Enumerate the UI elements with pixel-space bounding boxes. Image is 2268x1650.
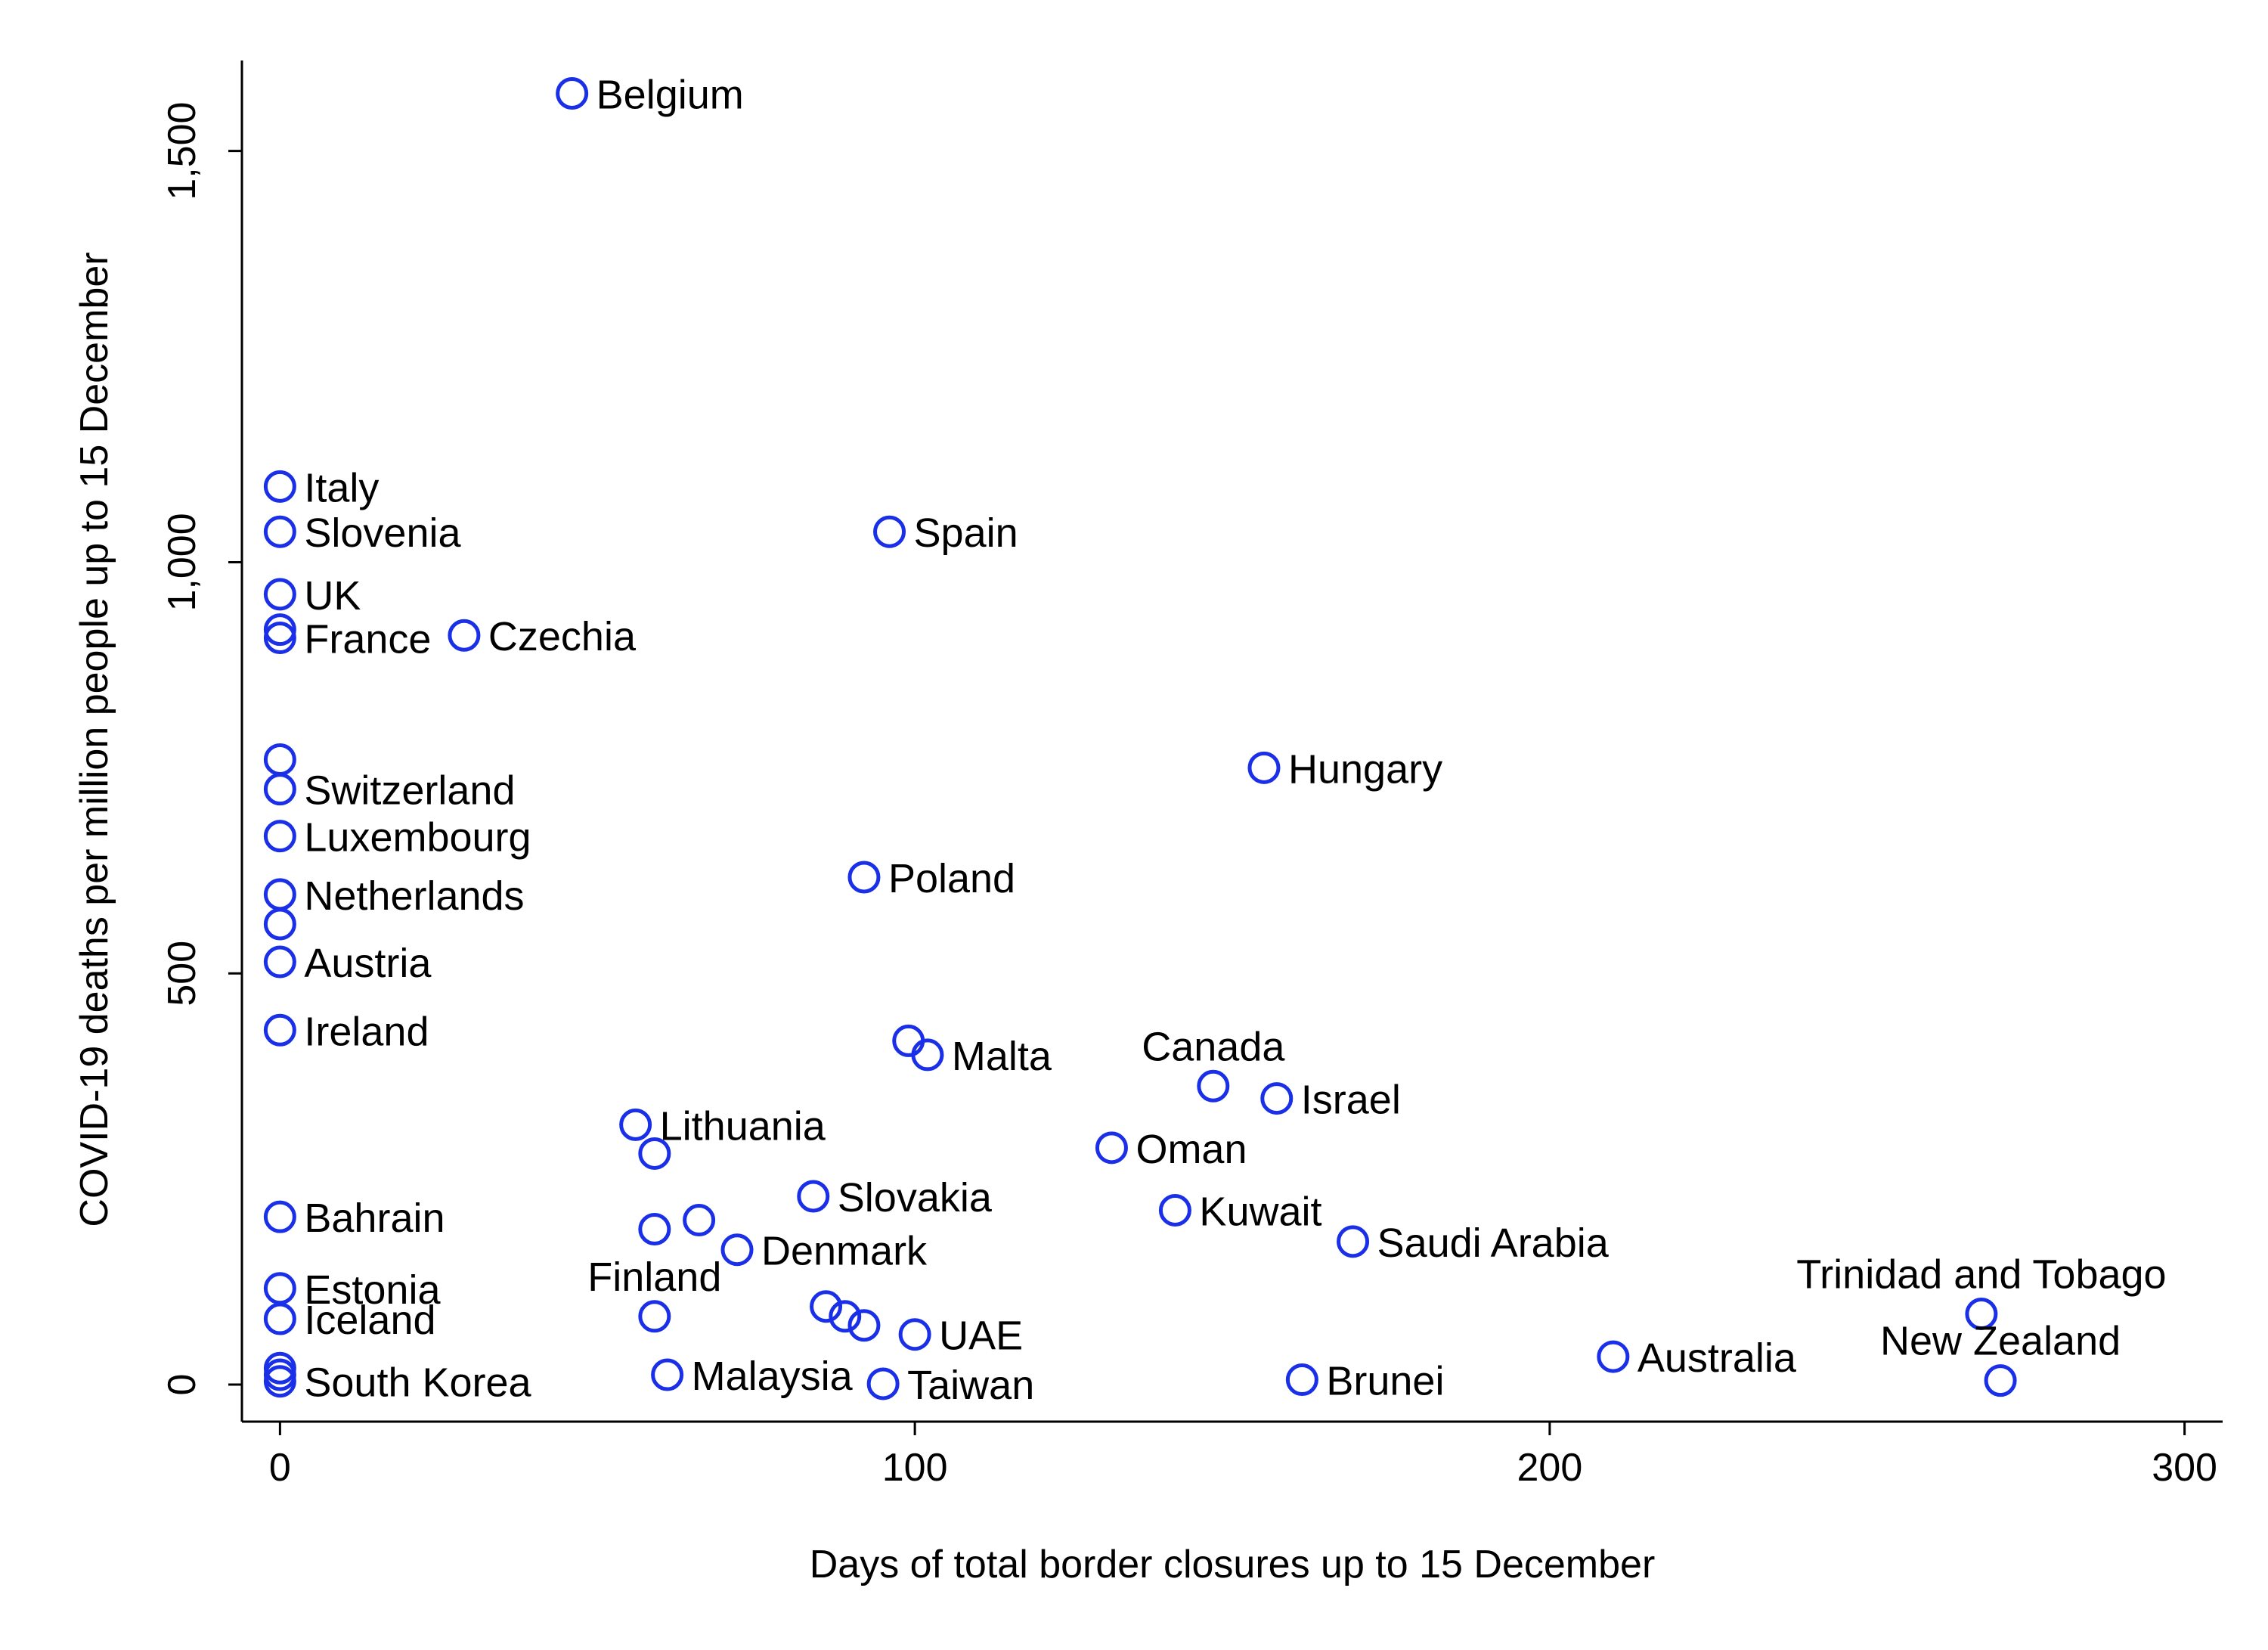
- data-point-label: South Korea: [304, 1360, 531, 1406]
- data-point-label: Spain: [914, 510, 1018, 556]
- data-point-label: Malta: [952, 1034, 1052, 1079]
- x-tick-label: 0: [269, 1446, 291, 1490]
- data-point-label: Malaysia: [692, 1354, 854, 1399]
- data-point-label: Canada: [1142, 1024, 1285, 1069]
- data-point-label: Luxembourg: [304, 815, 531, 861]
- data-point-label: Lithuania: [660, 1103, 826, 1149]
- data-point-label: Saudi Arabia: [1377, 1220, 1610, 1266]
- x-axis-ticks: 0 100 200 300: [269, 1422, 2217, 1490]
- data-point-label: Switzerland: [304, 768, 515, 814]
- data-point-label: Brunei: [1326, 1359, 1444, 1404]
- data-point: [1337, 1225, 1370, 1258]
- data-point: [263, 1302, 296, 1335]
- data-point-label: Belgium: [596, 73, 744, 118]
- data-point-label: Finland: [587, 1255, 721, 1300]
- data-point-label: New Zealand: [1880, 1319, 2121, 1364]
- x-tick-label: 300: [2152, 1446, 2217, 1490]
- data-point-label: Israel: [1301, 1078, 1401, 1123]
- data-point: [898, 1318, 931, 1351]
- data-point: [1597, 1340, 1630, 1373]
- x-tick-label: 100: [882, 1446, 948, 1490]
- y-tick-label: 500: [160, 941, 204, 1006]
- data-point: [263, 820, 296, 853]
- data-point-label: Hungary: [1288, 746, 1442, 792]
- data-point-label: Oman: [1136, 1127, 1247, 1172]
- data-point: [638, 1137, 671, 1170]
- data-point: [873, 515, 906, 548]
- data-point: [651, 1358, 684, 1391]
- data-point: [1285, 1363, 1318, 1397]
- data-point-label: Netherlands: [304, 873, 524, 919]
- data-point-label: Iceland: [304, 1298, 435, 1343]
- data-point: [847, 1309, 881, 1342]
- y-axis-ticks: 0 500 1,000 1,500: [160, 102, 242, 1396]
- data-point: [448, 619, 481, 652]
- data-point: [847, 861, 881, 894]
- data-point: [1247, 751, 1281, 784]
- y-tick-label: 0: [160, 1374, 204, 1396]
- data-point-label: Australia: [1637, 1335, 1797, 1381]
- data-point-label: Denmark: [761, 1229, 928, 1274]
- data-point-label: Slovakia: [838, 1175, 993, 1220]
- x-tick-label: 200: [1517, 1446, 1582, 1490]
- y-axis-label: COVID-19 deaths per million people up to…: [73, 252, 116, 1227]
- data-point: [263, 622, 296, 655]
- data-point: [263, 878, 296, 911]
- data-point: [556, 77, 589, 110]
- data-point: [1260, 1082, 1294, 1115]
- data-point: [892, 1024, 925, 1057]
- data-point: [619, 1108, 652, 1141]
- data-point: [911, 1038, 944, 1072]
- data-point-label: Poland: [888, 856, 1015, 901]
- x-axis-label: Days of total border closures up to 15 D…: [810, 1543, 1656, 1586]
- data-point: [263, 1365, 296, 1398]
- data-point-label: Bahrain: [304, 1196, 445, 1241]
- data-point: [1197, 1069, 1230, 1103]
- data-point: [829, 1300, 862, 1333]
- data-point: [263, 773, 296, 806]
- data-point-label: UK: [304, 573, 361, 619]
- data-point-label: UAE: [939, 1313, 1023, 1359]
- data-point: [263, 1200, 296, 1233]
- data-point: [1158, 1193, 1191, 1227]
- y-tick-label: 1,500: [160, 102, 204, 200]
- data-point: [720, 1233, 754, 1267]
- data-point: [1095, 1131, 1128, 1165]
- data-point-label: Czechia: [488, 614, 637, 659]
- data-point: [810, 1290, 843, 1323]
- data-point: [1984, 1364, 2017, 1397]
- data-point-label: Trinidad and Tobago: [1796, 1252, 2166, 1298]
- data-point-label: Taiwan: [907, 1363, 1034, 1408]
- data-point: [263, 1358, 296, 1391]
- data-point: [263, 1013, 296, 1047]
- data-point: [263, 945, 296, 979]
- data-point-label: Italy: [304, 465, 379, 510]
- data-point: [263, 1272, 296, 1305]
- data-point-label: Kuwait: [1199, 1189, 1321, 1234]
- data-point-label: Estonia: [304, 1267, 441, 1313]
- data-point-label: Slovenia: [304, 510, 461, 556]
- data-point-label: Austria: [304, 941, 432, 986]
- data-point: [263, 578, 296, 611]
- data-point: [263, 743, 296, 776]
- data-point: [263, 470, 296, 503]
- data-point: [263, 515, 296, 548]
- data-point: [638, 1212, 671, 1245]
- data-point-label: Ireland: [304, 1009, 429, 1054]
- data-point: [638, 1300, 671, 1333]
- data-point: [263, 613, 296, 647]
- data-point: [797, 1180, 830, 1213]
- data-point-label: France: [304, 617, 431, 662]
- data-point: [1965, 1298, 1998, 1331]
- y-tick-label: 1,000: [160, 513, 204, 611]
- data-point: [866, 1367, 900, 1400]
- data-point: [683, 1204, 716, 1237]
- data-point: [263, 907, 296, 941]
